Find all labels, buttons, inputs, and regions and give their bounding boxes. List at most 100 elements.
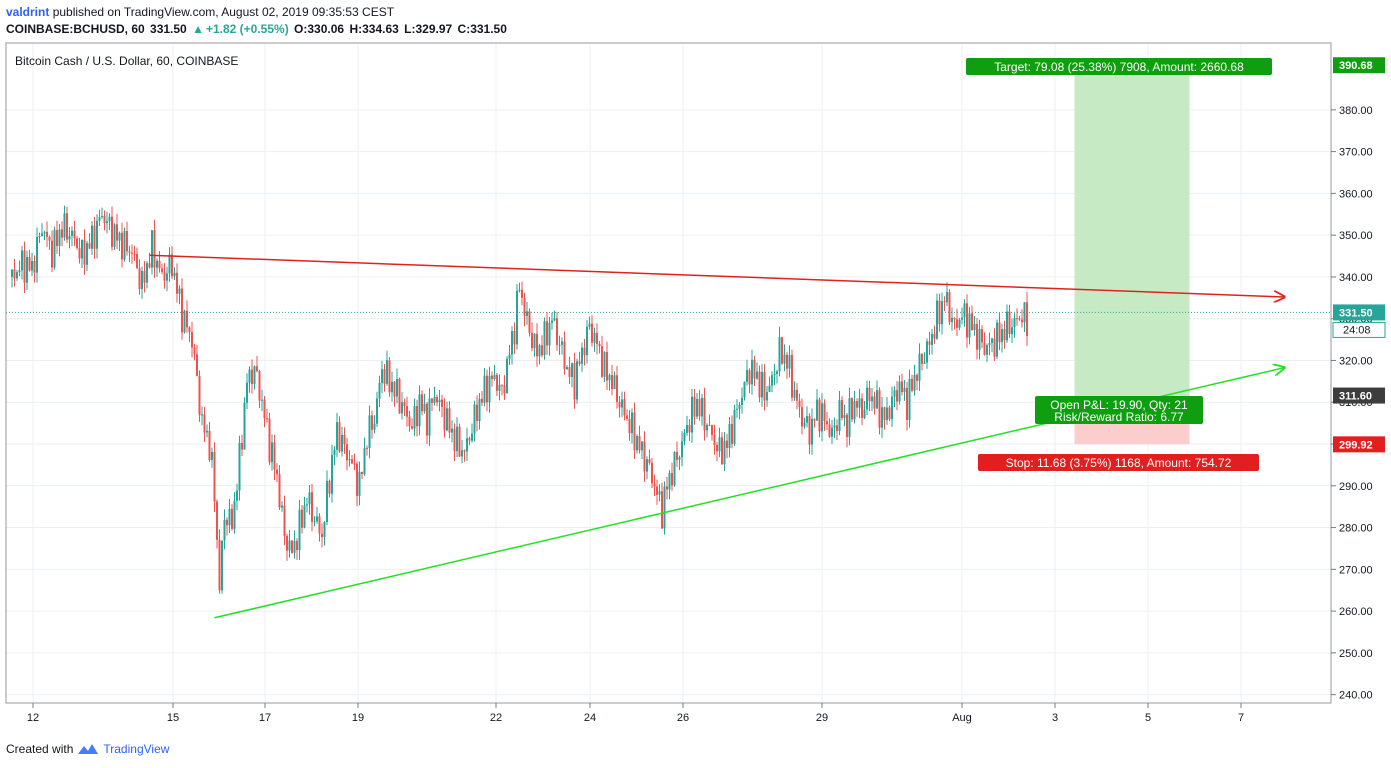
x-tick-label: 12 <box>27 712 39 724</box>
candle-body <box>581 347 583 364</box>
candle-body <box>803 422 806 427</box>
candle-body <box>451 428 453 433</box>
current-price-tag-bg <box>1333 304 1385 321</box>
candle-body <box>1003 329 1006 341</box>
candle-body <box>326 480 328 523</box>
candle-body <box>773 374 776 376</box>
candle-body <box>16 272 18 279</box>
y-tick-label: 350.00 <box>1339 230 1373 242</box>
candle-body <box>786 354 788 369</box>
candle-body <box>28 257 31 271</box>
candle-body <box>516 290 518 345</box>
current-price-tag: 331.50 <box>1339 307 1373 319</box>
candle-body <box>271 442 273 463</box>
candle-body <box>553 318 556 321</box>
candlestick-series <box>11 205 1028 594</box>
candle-body <box>353 463 356 465</box>
candle-body <box>368 415 371 449</box>
candle-body <box>61 229 63 238</box>
candle-body <box>321 533 323 537</box>
candle-body <box>426 403 428 436</box>
candle-body <box>328 480 331 494</box>
candle-body <box>211 452 213 460</box>
author-link[interactable]: valdrint <box>6 5 50 19</box>
candle-body <box>413 406 416 429</box>
candle-body <box>751 359 753 385</box>
candle-body <box>656 486 658 495</box>
candle-body <box>343 434 346 445</box>
candle-body <box>78 248 81 259</box>
candle-body <box>466 438 468 452</box>
candle-body <box>13 269 16 279</box>
candle-body <box>601 346 603 377</box>
candle-body <box>473 404 476 434</box>
candle-body <box>556 318 558 345</box>
candle-body <box>733 409 736 444</box>
y-tick-label: 380.00 <box>1339 105 1373 117</box>
candle-body <box>943 301 946 303</box>
target-label: Target: 79.08 (25.38%) 7908, Amount: 266… <box>966 58 1272 75</box>
candle-body <box>668 473 671 490</box>
candle-body <box>198 376 201 416</box>
candle-body <box>373 423 376 430</box>
y-tick-label: 340.00 <box>1339 272 1373 284</box>
candle-body <box>196 354 198 377</box>
candle-body <box>356 463 358 496</box>
candle-body <box>736 408 738 410</box>
y-tick-label: 290.00 <box>1339 481 1373 493</box>
candle-body <box>893 390 896 397</box>
candle-body <box>148 263 151 268</box>
candle-body <box>618 401 621 408</box>
candle-body <box>461 450 463 457</box>
ohlc-bar: COINBASE:BCHUSD, 60 331.50 ▲ +1.82 (+0.55… <box>6 22 509 36</box>
candle-body <box>723 440 726 465</box>
candle-body <box>318 516 321 534</box>
candle-body <box>348 459 351 461</box>
candle-body <box>713 435 716 445</box>
candle-body <box>596 332 598 345</box>
candle-body <box>228 508 231 526</box>
stop-label: Stop: 11.68 (3.75%) 1168, Amount: 754.72 <box>978 454 1259 471</box>
candle-body <box>638 436 641 451</box>
chart-legend-title: Bitcoin Cash / U.S. Dollar, 60, COINBASE <box>15 54 238 68</box>
candle-body <box>251 369 253 384</box>
candle-body <box>941 301 943 325</box>
candle-body <box>678 457 681 460</box>
candle-body <box>671 473 673 486</box>
candle-body <box>526 311 528 316</box>
stop-label-text: Stop: 11.68 (3.75%) 1168, Amount: 754.72 <box>1006 456 1232 470</box>
close-value: C:331.50 <box>457 22 507 36</box>
candle-body <box>91 225 93 249</box>
candle-body <box>263 399 266 419</box>
candle-body <box>886 407 888 421</box>
candle-body <box>986 344 988 355</box>
candle-body <box>968 313 971 338</box>
candle-body <box>266 418 268 420</box>
target-label-bg <box>966 58 1272 75</box>
candle-body <box>921 353 923 364</box>
candle-body <box>496 374 498 391</box>
candle-body <box>381 369 383 383</box>
y-tick-label: 250.00 <box>1339 648 1373 660</box>
candle-body <box>371 415 373 430</box>
candle-body <box>528 311 531 333</box>
candle-body <box>498 384 501 391</box>
candle-body <box>641 441 643 451</box>
candle-body <box>573 363 576 400</box>
candle-body <box>721 437 723 465</box>
candle-body <box>293 540 296 553</box>
candle-body <box>768 385 771 392</box>
candle-body <box>651 462 653 484</box>
candle-body <box>761 372 763 398</box>
candle-body <box>303 505 306 528</box>
y-tick-label: 280.00 <box>1339 523 1373 535</box>
tradingview-brand[interactable]: TradingView <box>103 742 170 756</box>
candle-body <box>666 486 668 490</box>
candle-body <box>586 326 588 356</box>
entry-price-tag-bg <box>1333 387 1385 404</box>
candle-body <box>538 345 541 357</box>
candle-body <box>183 310 186 333</box>
candle-body <box>333 449 336 455</box>
candle-body <box>1011 327 1013 335</box>
